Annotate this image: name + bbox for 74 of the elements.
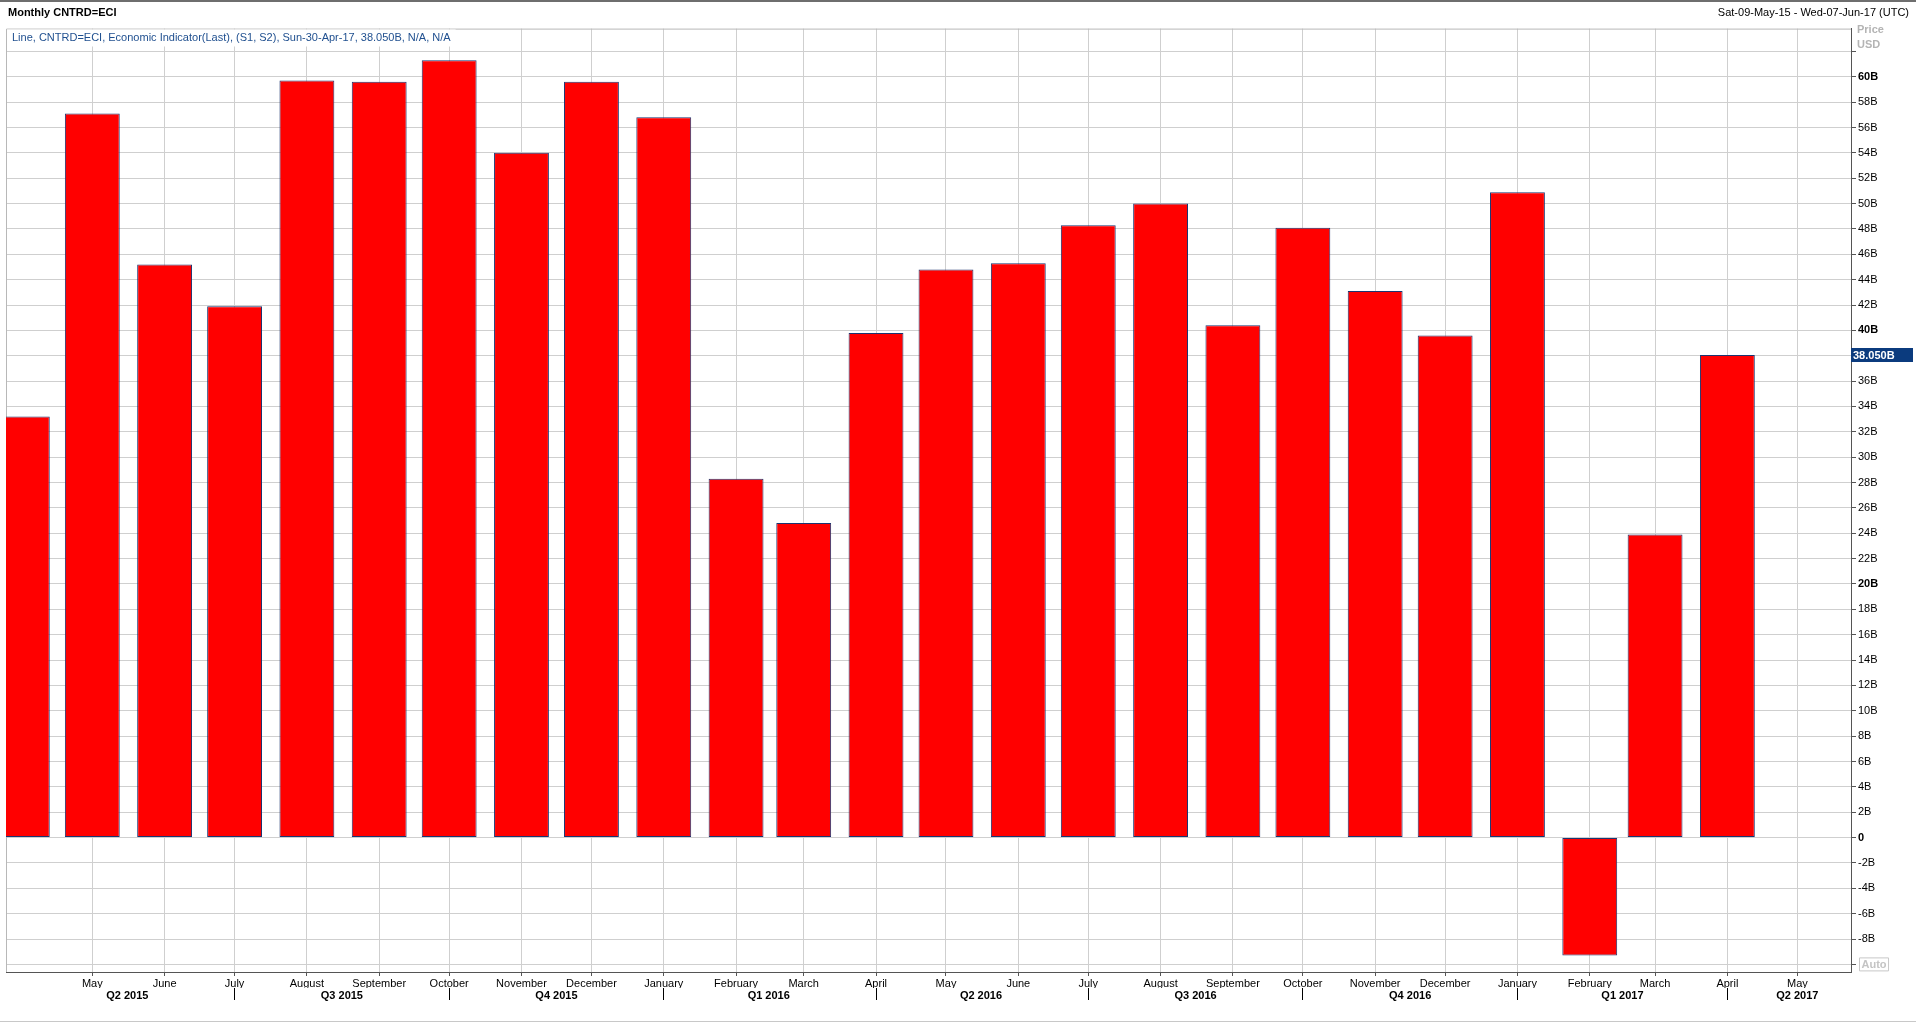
annotation: Line, CNTRD=ECI, Economic Indicator(Last), (S1, S2), Sun-30-Apr-17, 38.050B, N/A, N/A bbox=[12, 30, 452, 43]
x-tick-label: December bbox=[566, 976, 618, 989]
x-tick-label: June bbox=[152, 976, 177, 989]
y-tick-label: 2B bbox=[1858, 805, 1872, 818]
y-tick-label: 0 bbox=[1858, 830, 1865, 843]
x-tick-label: May bbox=[935, 976, 957, 989]
x-tick-label: February bbox=[714, 976, 759, 989]
y-tick-label: -8B bbox=[1858, 932, 1876, 945]
x-tick-label: January bbox=[1497, 976, 1538, 989]
x2-tick-label: Q4 2016 bbox=[1389, 988, 1432, 1001]
x-tick-label: June bbox=[1006, 976, 1031, 989]
y-tick-label: 60B bbox=[1858, 69, 1879, 82]
y-tick-label: 6B bbox=[1858, 754, 1872, 767]
x-tick-label: October bbox=[1283, 976, 1323, 989]
x-tick-label: April bbox=[1716, 976, 1739, 989]
y-tick-label: 54B bbox=[1858, 145, 1878, 158]
y-tick-label: 14B bbox=[1858, 653, 1878, 666]
text: Auto bbox=[1861, 957, 1887, 970]
x-tick-label: May bbox=[1786, 976, 1809, 989]
x-tick-label: April bbox=[865, 976, 888, 989]
x-tick-label: October bbox=[429, 976, 470, 989]
y-tick-label: 18B bbox=[1858, 602, 1878, 615]
x-tick-label: July bbox=[1078, 976, 1099, 989]
y-tick-label: -6B bbox=[1858, 906, 1876, 919]
y-tick-label: 32B bbox=[1858, 424, 1878, 437]
y-tick-label: 52B bbox=[1858, 171, 1878, 184]
y-tick-label: 26B bbox=[1858, 500, 1878, 513]
x-tick-label: May bbox=[81, 976, 104, 989]
x2-tick-label: Q3 2015 bbox=[320, 988, 363, 1001]
y-tick-label: 46B bbox=[1858, 247, 1878, 260]
y-tick-label: 24B bbox=[1858, 526, 1878, 539]
x2-tick-label: Q1 2016 bbox=[747, 988, 790, 1001]
x-tick-label: July bbox=[224, 976, 245, 989]
chart-subtitle: Sat-09-May-15 - Wed-07-Jun-17 (UTC) bbox=[1717, 5, 1909, 20]
y-tick-label: 36B bbox=[1858, 374, 1878, 387]
x-tick-label: September bbox=[1205, 976, 1261, 989]
y-tick-label: 30B bbox=[1858, 450, 1878, 463]
y-tick-label: 48B bbox=[1858, 221, 1878, 234]
x-tick-label: January bbox=[644, 976, 684, 989]
x2-tick-label: Q1 2017 bbox=[1601, 988, 1644, 1001]
y-tick-label: 28B bbox=[1858, 475, 1878, 488]
x2-tick-label: Q2 2015 bbox=[106, 988, 149, 1001]
x-tick-label: December bbox=[1419, 976, 1471, 989]
chart-title: Monthly CNTRD=ECI bbox=[8, 5, 117, 20]
x-tick-label: March bbox=[1639, 976, 1671, 989]
y-tick-label: 58B bbox=[1858, 95, 1878, 108]
y-tick-label: 16B bbox=[1858, 627, 1878, 640]
y-tick-label: 22B bbox=[1858, 551, 1878, 564]
x-tick-label: November bbox=[1349, 976, 1401, 989]
x-tick-label: February bbox=[1567, 976, 1613, 989]
y-tick-label: 42B bbox=[1858, 298, 1878, 311]
y-tick-label: 8B bbox=[1858, 729, 1872, 742]
y-tick-label: 44B bbox=[1858, 272, 1878, 285]
x2-tick-label: Q2 2017 bbox=[1776, 988, 1819, 1001]
x2-tick-label: Q4 2015 bbox=[535, 988, 578, 1001]
x2-tick-label: Q3 2016 bbox=[1174, 988, 1217, 1001]
x-tick-label: August bbox=[289, 976, 325, 989]
y-tick-label: 20B bbox=[1858, 577, 1879, 590]
y-tick-label: -2B bbox=[1858, 855, 1876, 868]
y-tick-label: 56B bbox=[1858, 120, 1878, 133]
x2-tick-label: Q2 2016 bbox=[959, 988, 1003, 1001]
y-axis-title: Price USD bbox=[1857, 22, 1885, 52]
y-tick-label: -4B bbox=[1858, 881, 1876, 894]
x-tick-label: September bbox=[352, 976, 407, 989]
y-tick-label: 12B bbox=[1858, 678, 1878, 691]
y-tick-label: 34B bbox=[1858, 399, 1878, 412]
text: 38.050B bbox=[1853, 348, 1895, 361]
y-tick-label: 40B bbox=[1858, 323, 1879, 336]
y-tick-label: 50B bbox=[1858, 196, 1878, 209]
x-tick-label: November bbox=[496, 976, 548, 989]
x-tick-label: March bbox=[788, 976, 819, 989]
x-tick-label: August bbox=[1143, 976, 1178, 989]
y-tick-label: 4B bbox=[1858, 779, 1872, 792]
y-tick-label: 10B bbox=[1858, 703, 1878, 716]
